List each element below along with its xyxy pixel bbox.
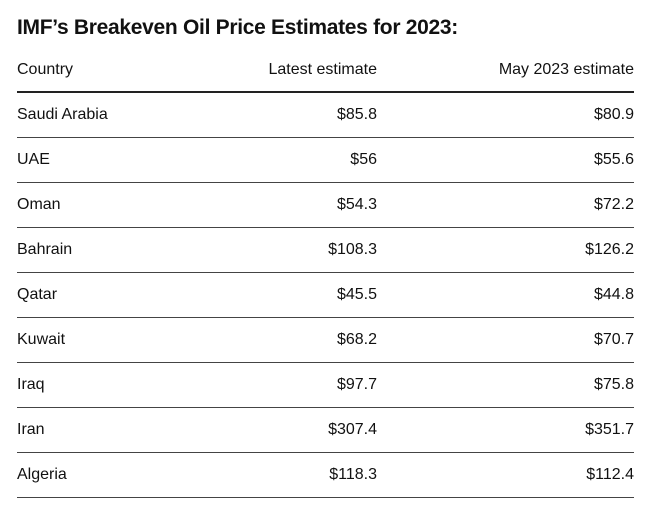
table-row: Iran $307.4 $351.7: [17, 408, 634, 453]
country-cell: Bahrain: [17, 241, 73, 258]
value-cell: $108.3: [328, 241, 377, 258]
value-cell: $118.3: [329, 466, 377, 483]
country-cell: UAE: [17, 151, 50, 168]
value-cell: $307.4: [328, 421, 377, 438]
value-cell: $54.3: [336, 196, 377, 213]
value-cell: $68.2: [336, 331, 377, 348]
value-cell: $112.4: [586, 466, 634, 483]
table: Country Latest estimate May 2023 estimate S…: [17, 48, 634, 498]
value-cell: $351.7: [585, 421, 634, 438]
table-row: UAE $56 $55.6: [17, 138, 634, 183]
country-cell: Qatar: [17, 286, 58, 303]
header-cell: Country: [17, 60, 74, 78]
value-cell: $126.2: [585, 241, 634, 258]
value-cell: $72.2: [593, 196, 634, 213]
value-cell: $44.8: [593, 286, 634, 303]
table-title: IMF’s Breakeven Oil Price Estimates for …: [17, 16, 458, 39]
country-cell: Iran: [17, 421, 45, 438]
table-row: Saudi Arabia $85.8 $80.9: [17, 93, 634, 138]
value-cell: $85.8: [336, 106, 377, 123]
country-cell: Saudi Arabia: [17, 106, 108, 123]
header-cell: Latest estimate: [268, 60, 378, 78]
value-cell: $45.5: [336, 286, 377, 303]
country-cell: Algeria: [17, 466, 67, 483]
header-row: Country Latest estimate May 2023 estimate: [17, 48, 634, 93]
country-cell: Kuwait: [17, 331, 66, 348]
table-row: Bahrain $108.3 $126.2: [17, 228, 634, 273]
value-cell: $56: [350, 151, 377, 168]
header-cell: May 2023 estimate: [498, 60, 634, 78]
table-row: Qatar $45.5 $44.8: [17, 273, 634, 318]
table-row: Oman $54.3 $72.2: [17, 183, 634, 228]
value-cell: $75.8: [593, 376, 634, 393]
value-cell: $97.7: [336, 376, 377, 393]
table-row: Algeria $118.3 $112.4: [17, 453, 634, 498]
country-cell: Oman: [17, 196, 61, 213]
value-cell: $70.7: [593, 331, 634, 348]
value-cell: $55.6: [593, 151, 634, 168]
value-cell: $80.9: [593, 106, 634, 123]
table-row: Iraq $97.7 $75.8: [17, 363, 634, 408]
country-cell: Iraq: [17, 376, 45, 393]
table-row: Kuwait $68.2 $70.7: [17, 318, 634, 363]
